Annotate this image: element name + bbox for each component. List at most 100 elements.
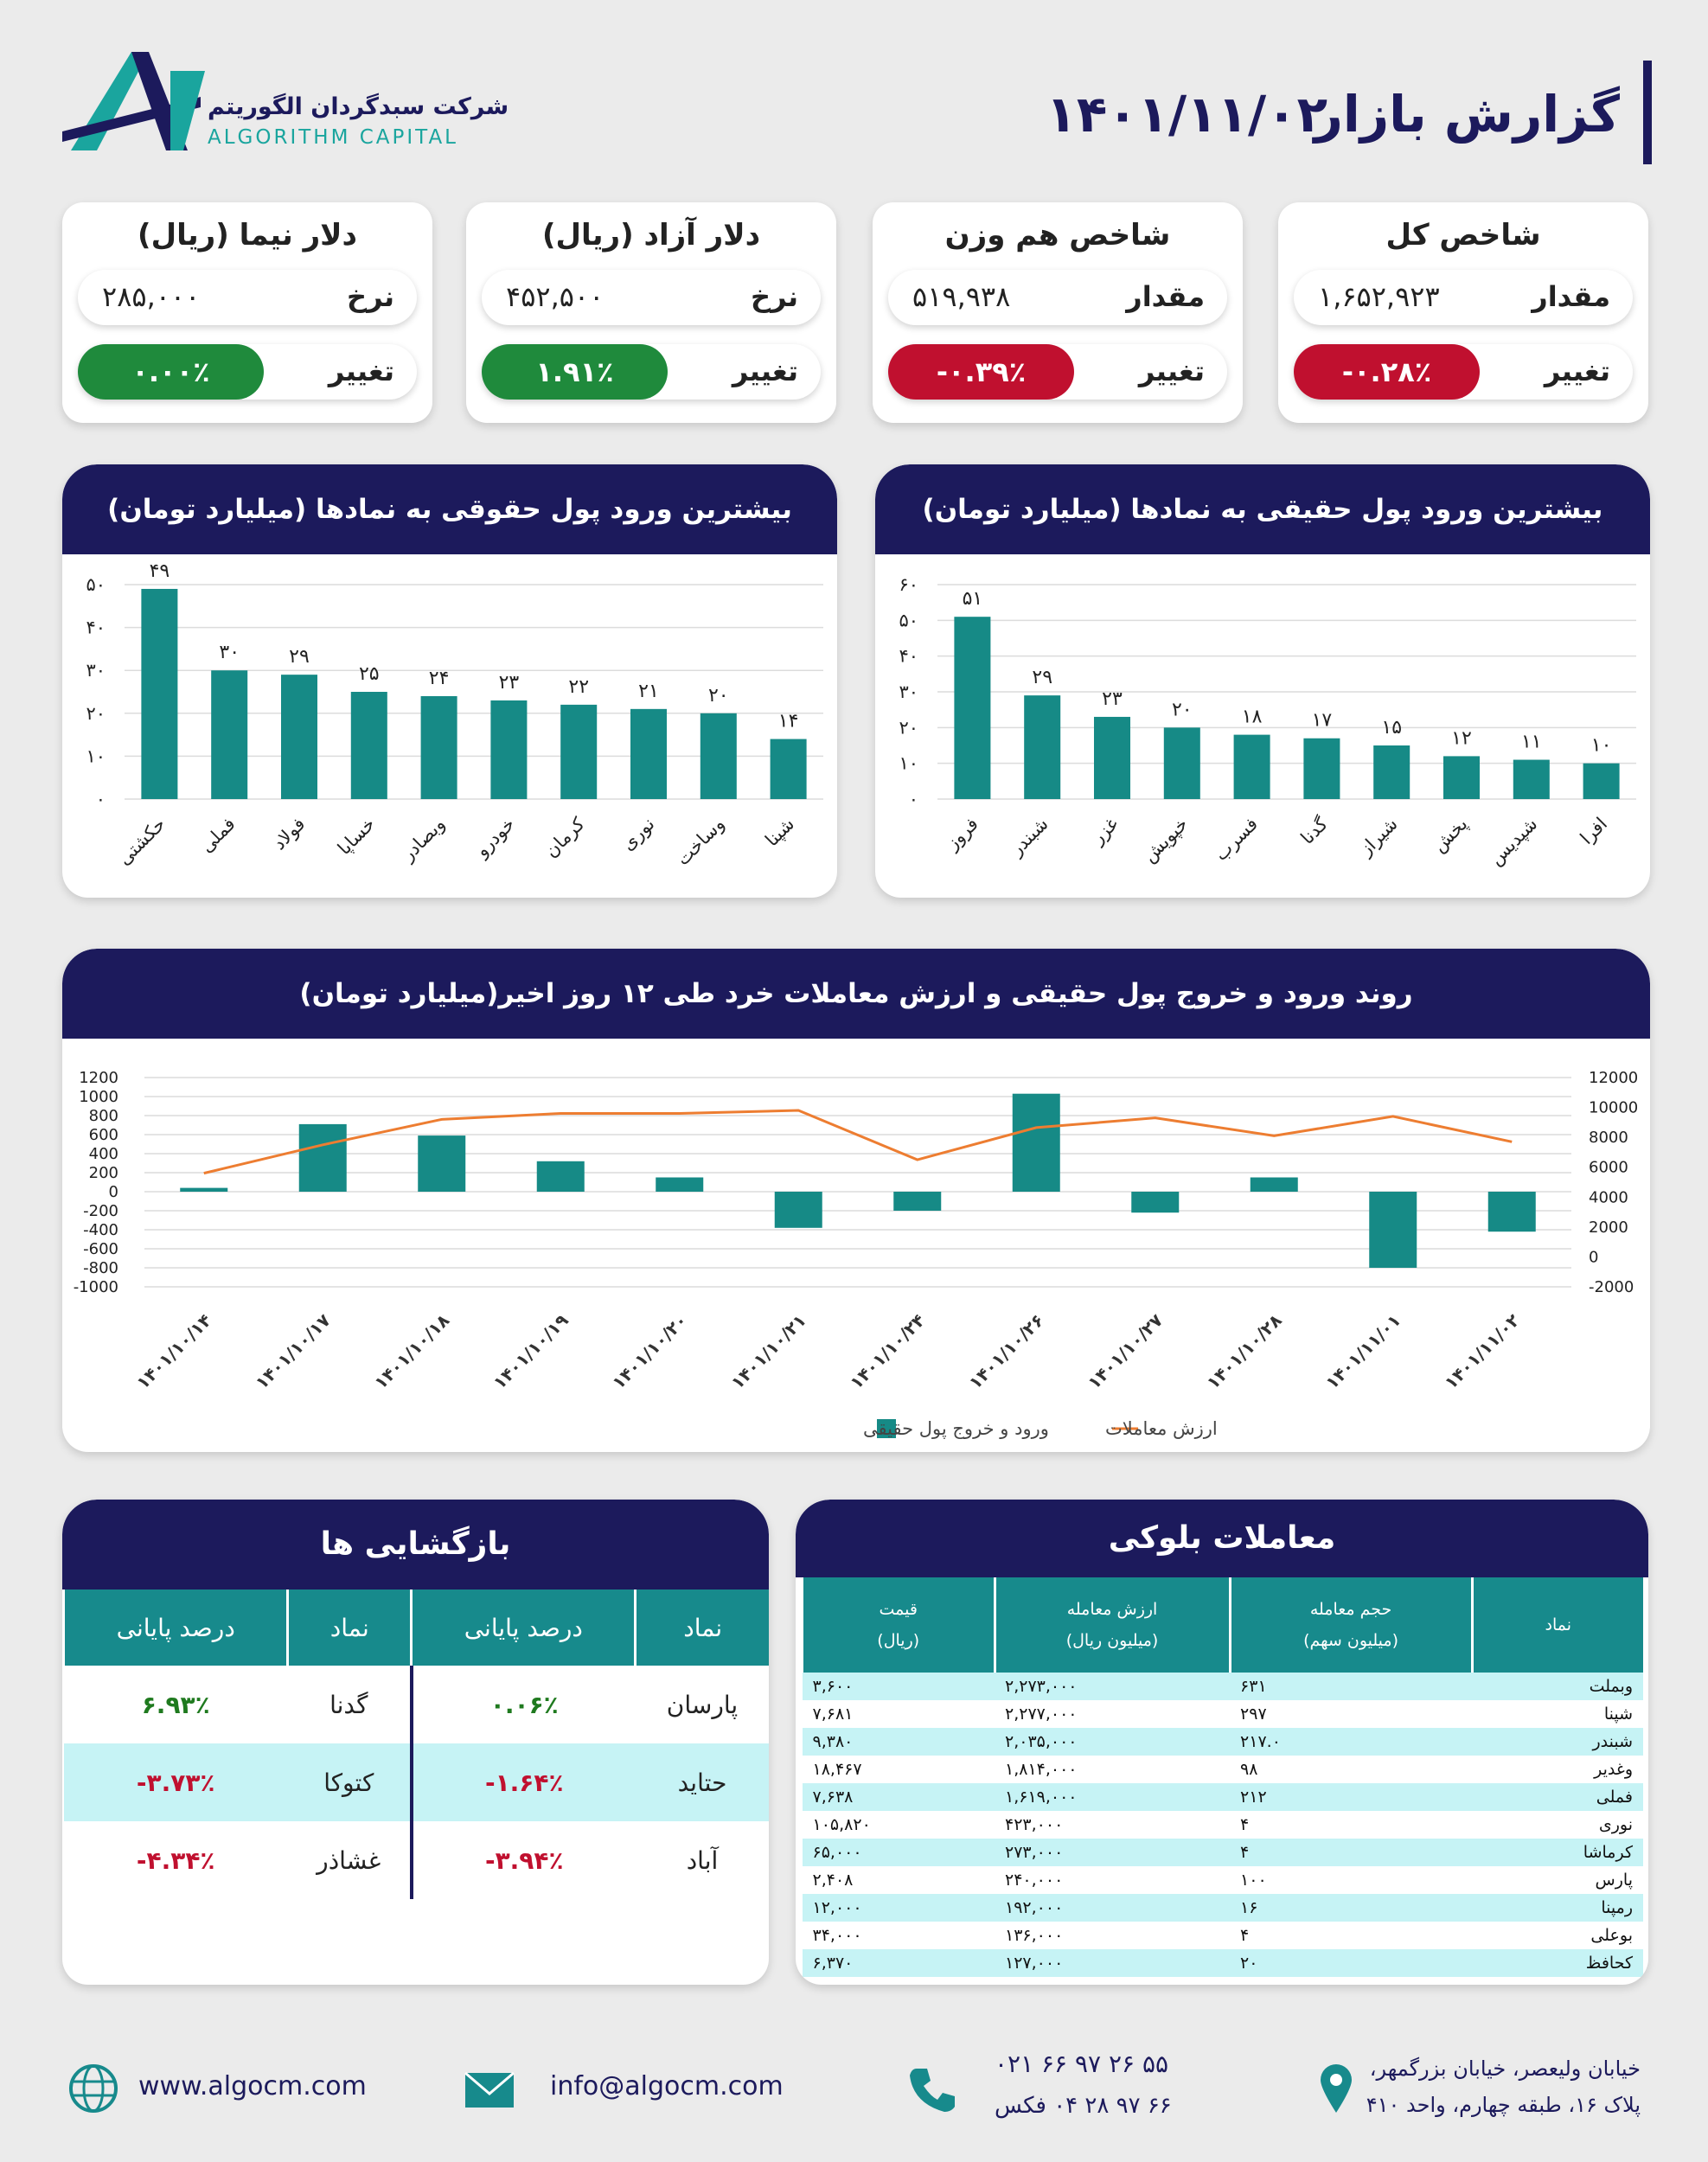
x-tick-label: وساخت bbox=[672, 814, 728, 870]
cell: ۳۴,۰۰۰ bbox=[812, 1926, 862, 1945]
cell: ۱۸,۴۶۷ bbox=[812, 1760, 862, 1779]
company-name-en: ALGORITHM CAPITAL bbox=[208, 126, 458, 149]
cell: ۰.۰۶٪ bbox=[409, 1666, 636, 1743]
block-title: معاملات بلوکی bbox=[796, 1500, 1648, 1577]
cell: گدنا bbox=[329, 1690, 368, 1719]
x-tick-label: فروز bbox=[942, 814, 982, 854]
bar bbox=[180, 1187, 228, 1192]
card: شاخص هم وزن مقدار ۵۱۹,۹۳۸ تغییر -۰.۳۹٪ bbox=[873, 202, 1243, 423]
y-tick-label: -200 bbox=[83, 1202, 118, 1220]
location-icon bbox=[1321, 2064, 1352, 2113]
card-title: دلار آزاد (ریال) bbox=[541, 218, 761, 253]
value-label: مقدار bbox=[1126, 280, 1205, 313]
cell: شبندر bbox=[1592, 1732, 1633, 1751]
chart-title: بیشترین ورود پول حقوقی به نمادها (میلیار… bbox=[62, 464, 837, 554]
cell: ۲۹۷ bbox=[1240, 1705, 1267, 1724]
web-icon bbox=[69, 2064, 118, 2113]
row: پارسان ۰.۰۶٪ گدنا ۶.۹۳٪ bbox=[63, 1666, 769, 1743]
value: ۴۵۲,۵۰۰ bbox=[506, 280, 605, 313]
chart-panel: بیشترین ورود پول حقیقی به نمادها (میلیار… bbox=[875, 464, 1650, 898]
x-tick-label: ۱۴۰۱/۱۰/۱۴ bbox=[132, 1310, 215, 1393]
x-tick-label: پخش bbox=[1429, 813, 1472, 856]
row: بوعلی ۴ ۱۳۶,۰۰۰ ۳۴,۰۰۰ bbox=[802, 1922, 1643, 1949]
bar bbox=[418, 1135, 466, 1192]
x-tick-label: غزر bbox=[1087, 814, 1123, 849]
row: پارس ۱۰۰ ۲۴۰,۰۰۰ ۲,۴۰۸ bbox=[802, 1866, 1643, 1894]
bar bbox=[1250, 1177, 1298, 1192]
x-tick-label: ۱۴۰۱/۱۰/۲۷ bbox=[1084, 1310, 1167, 1393]
cell: ۱۶ bbox=[1240, 1898, 1258, 1917]
report-date: ۱۴۰۱/۱۱/۰۲ bbox=[1046, 85, 1327, 144]
cell: کتوکا bbox=[323, 1768, 374, 1797]
value-label: ۲۲ bbox=[568, 676, 589, 698]
x-tick-label: شیراز bbox=[1355, 814, 1402, 860]
chart-title: بیشترین ورود پول حقیقی به نمادها (میلیار… bbox=[875, 464, 1650, 554]
cell: آباد bbox=[686, 1845, 719, 1875]
y-tick-label: ۰ bbox=[96, 789, 106, 809]
value: ۱,۶۵۲,۹۲۳ bbox=[1318, 280, 1440, 313]
header-title: ارزش معامله bbox=[1066, 1600, 1158, 1619]
x-tick-label: ۱۴۰۱/۱۰/۱۸ bbox=[370, 1310, 453, 1393]
change-value: -۰.۳۹٪ bbox=[888, 344, 1074, 400]
change-value: ۱.۹۱٪ bbox=[482, 344, 668, 400]
x-tick-label: ۱۴۰۱/۱۰/۲۰ bbox=[608, 1310, 691, 1393]
value-label: ۲۴ bbox=[429, 668, 450, 689]
value-label: ۱۰ bbox=[1591, 735, 1612, 757]
row: حتاید -۱.۶۴٪ کتوکا -۳.۷۳٪ bbox=[63, 1743, 769, 1821]
line bbox=[203, 1109, 1513, 1175]
mail-icon bbox=[464, 2071, 515, 2108]
bar bbox=[893, 1192, 942, 1211]
bar bbox=[350, 692, 387, 799]
bar bbox=[1163, 727, 1200, 799]
cell: وغدیر bbox=[1594, 1760, 1633, 1779]
y2-tick-label: 8000 bbox=[1589, 1129, 1628, 1147]
bar bbox=[1024, 695, 1061, 799]
change-pill: تغییر -۰.۲۸٪ bbox=[1294, 344, 1633, 400]
y2-tick-label: 0 bbox=[1589, 1248, 1598, 1266]
card-title: دلار نیما (ریال) bbox=[138, 218, 357, 253]
returns-title: بازگشایی ها bbox=[62, 1500, 769, 1590]
header-cell: نماد bbox=[634, 1590, 769, 1666]
change-pill: تغییر ۰.۰۰٪ bbox=[78, 344, 417, 400]
bar bbox=[774, 1192, 822, 1228]
bar bbox=[490, 700, 528, 799]
x-tick-label: شپنا bbox=[761, 814, 798, 851]
y-tick-label: -1000 bbox=[74, 1278, 118, 1296]
website: www.algocm.com bbox=[138, 2071, 367, 2101]
header-title: حجم معامله bbox=[1309, 1600, 1392, 1619]
row: شبندر ۲۱۷.۰ ۲,۰۳۵,۰۰۰ ۹,۳۸۰ bbox=[802, 1728, 1643, 1756]
chart-panel: بیشترین ورود پول حقوقی به نمادها (میلیار… bbox=[62, 464, 837, 898]
card: دلار آزاد (ریال) نرخ ۴۵۲,۵۰۰ تغییر ۱.۹۱٪ bbox=[466, 202, 836, 423]
value-label: ۱۴ bbox=[778, 711, 799, 732]
x-tick-label: حکشتی bbox=[113, 814, 169, 869]
row: شپنا ۲۹۷ ۲,۲۷۷,۰۰۰ ۷,۶۸۱ bbox=[802, 1700, 1643, 1728]
cell: ۶۵,۰۰۰ bbox=[812, 1843, 862, 1862]
x-tick-label: ۱۴۰۱/۱۱/۰۲ bbox=[1440, 1310, 1523, 1393]
cell: ۱۹۲,۰۰۰ bbox=[1005, 1898, 1064, 1917]
bar bbox=[656, 1177, 704, 1192]
change-label: تغییر bbox=[1138, 355, 1205, 387]
value: ۵۱۹,۹۳۸ bbox=[912, 280, 1011, 313]
y-tick-label: ۴۰ bbox=[899, 646, 918, 667]
cell: وبملت bbox=[1589, 1677, 1633, 1696]
bar bbox=[1373, 745, 1411, 799]
value-label: ۵۱ bbox=[963, 588, 983, 610]
cell: ۱,۸۱۴,۰۰۰ bbox=[1005, 1760, 1078, 1779]
chart: ۰ ۱۰ ۲۰ ۳۰ ۴۰ ۵۰ ۴۹ حکشتی ۳۰ فملی ۲۹ فولاد ۲۵ خساپا ۲۴… bbox=[86, 560, 823, 870]
cell: نوری bbox=[1598, 1815, 1633, 1834]
cell: کحافظ bbox=[1585, 1954, 1633, 1973]
report-title: گزارش بازار bbox=[1314, 85, 1620, 144]
y-tick-label: -400 bbox=[83, 1221, 118, 1239]
phone: ۰۲۱ ۶۶ ۹۷ ۲۶ ۵۵ bbox=[995, 2050, 1169, 2078]
header-unit: (ریال) bbox=[877, 1631, 920, 1650]
y-tick-label: ۴۰ bbox=[86, 617, 106, 638]
y-tick-label: ۳۰ bbox=[899, 681, 918, 702]
header-bar bbox=[1643, 61, 1652, 164]
change-value: ۰.۰۰٪ bbox=[78, 344, 264, 400]
legend-label: ارزش معاملات bbox=[1105, 1418, 1218, 1439]
x-tick-label: کرمان bbox=[541, 814, 589, 862]
row: آباد -۳.۹۴٪ غشاذر -۴.۳۴٪ bbox=[63, 1821, 769, 1899]
cell: ۲۷۳,۰۰۰ bbox=[1005, 1843, 1064, 1862]
cell: ۱۲۷,۰۰۰ bbox=[1005, 1954, 1064, 1973]
x-tick-label: نوری bbox=[617, 814, 659, 855]
